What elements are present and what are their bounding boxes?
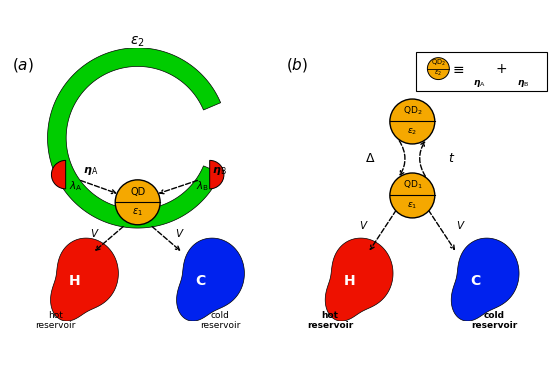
Polygon shape xyxy=(47,48,221,228)
Text: $+$: $+$ xyxy=(496,62,508,76)
Polygon shape xyxy=(325,238,393,321)
Wedge shape xyxy=(210,161,224,189)
Polygon shape xyxy=(177,238,244,321)
Text: $\varepsilon_2$: $\varepsilon_2$ xyxy=(130,34,145,49)
Text: cold
reservoir: cold reservoir xyxy=(200,311,240,330)
Text: hot
reservoir: hot reservoir xyxy=(35,311,76,330)
Text: $\boldsymbol{\eta}_\mathrm{A}$: $\boldsymbol{\eta}_\mathrm{A}$ xyxy=(84,165,99,176)
Text: $\boldsymbol{\eta}_\mathrm{B}$: $\boldsymbol{\eta}_\mathrm{B}$ xyxy=(212,165,227,176)
Text: cold
reservoir: cold reservoir xyxy=(471,311,518,330)
Text: $\lambda_\mathrm{A}$: $\lambda_\mathrm{A}$ xyxy=(69,179,82,193)
Text: $\varepsilon_2$: $\varepsilon_2$ xyxy=(434,69,442,79)
Text: $\varepsilon_1$: $\varepsilon_1$ xyxy=(132,207,143,218)
Circle shape xyxy=(427,58,449,80)
Text: hot
reservoir: hot reservoir xyxy=(307,311,353,330)
Text: $(a)$: $(a)$ xyxy=(12,56,34,74)
Text: $\equiv$: $\equiv$ xyxy=(450,62,465,76)
Text: C: C xyxy=(196,274,206,288)
Polygon shape xyxy=(51,238,118,321)
Text: $\varepsilon_2$: $\varepsilon_2$ xyxy=(407,126,417,137)
Text: $\boldsymbol{\eta}_\mathrm{A}$: $\boldsymbol{\eta}_\mathrm{A}$ xyxy=(473,79,486,89)
Text: $\lambda_\mathrm{B}$: $\lambda_\mathrm{B}$ xyxy=(196,179,209,193)
Wedge shape xyxy=(51,161,65,189)
Circle shape xyxy=(390,173,435,218)
Text: H: H xyxy=(344,274,355,288)
Text: $V$: $V$ xyxy=(175,227,185,239)
Text: $(b)$: $(b)$ xyxy=(287,56,309,74)
Text: QD: QD xyxy=(130,186,145,197)
FancyBboxPatch shape xyxy=(416,52,547,92)
Circle shape xyxy=(115,180,160,225)
Text: $\varepsilon_1$: $\varepsilon_1$ xyxy=(407,200,417,211)
Text: $\Delta$: $\Delta$ xyxy=(365,152,376,165)
Circle shape xyxy=(390,99,435,144)
Text: C: C xyxy=(470,274,481,288)
Text: $t$: $t$ xyxy=(448,152,455,165)
Text: $V$: $V$ xyxy=(90,227,100,239)
Text: $\boldsymbol{\eta}_\mathrm{B}$: $\boldsymbol{\eta}_\mathrm{B}$ xyxy=(517,79,530,89)
Text: $V$: $V$ xyxy=(359,219,369,231)
Wedge shape xyxy=(465,54,480,83)
Text: QD$_1$: QD$_1$ xyxy=(403,179,422,191)
Wedge shape xyxy=(523,54,537,83)
Text: H: H xyxy=(69,274,80,288)
Polygon shape xyxy=(451,238,519,321)
Text: QD$_2$: QD$_2$ xyxy=(403,104,422,117)
Text: $V$: $V$ xyxy=(456,219,466,231)
Text: QD$_2$: QD$_2$ xyxy=(431,58,446,69)
